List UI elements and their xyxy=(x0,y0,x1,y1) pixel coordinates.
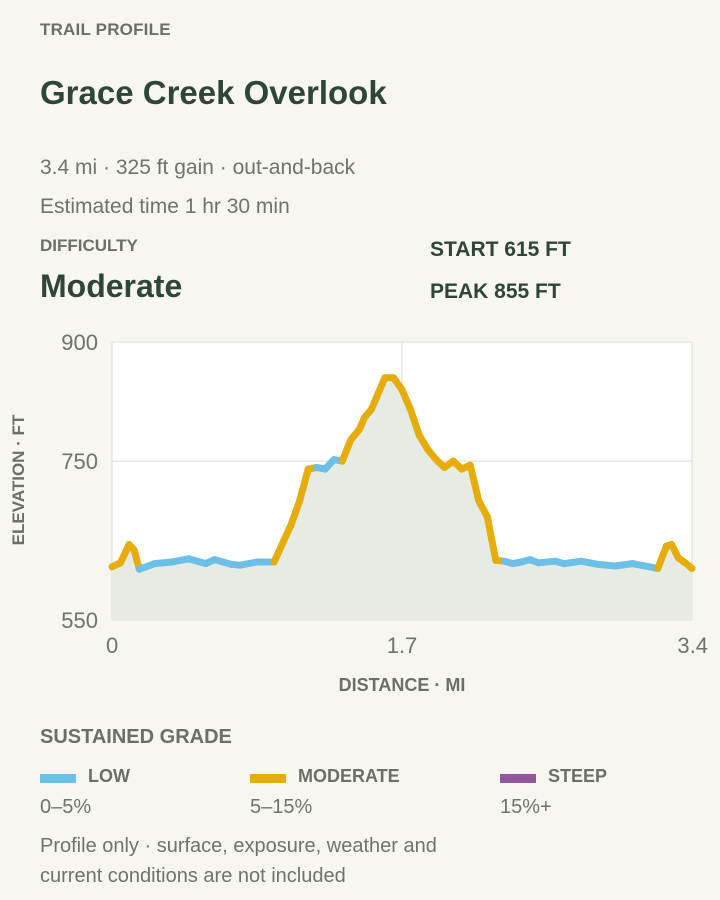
low-grade-swatch xyxy=(40,774,76,783)
legend-range: 0–5% xyxy=(40,796,92,818)
elevation-area xyxy=(112,377,692,620)
y-tick-label: 900 xyxy=(61,330,98,355)
legend-range: 5–15% xyxy=(250,796,313,818)
profile-segment-moderate xyxy=(287,497,304,529)
steep-grade-swatch xyxy=(500,774,536,783)
peak-elevation: PEAK 855 FT xyxy=(430,280,561,303)
elevation-line xyxy=(108,374,696,573)
legend-range: 15%+ xyxy=(500,796,552,818)
profile-segment-moderate xyxy=(372,374,389,402)
start-elevation: START 615 FT xyxy=(430,238,571,261)
profile-segment-moderate xyxy=(466,461,483,505)
legend-name: MODERATE xyxy=(298,766,400,786)
legend-name: STEEP xyxy=(548,766,608,786)
y-tick-label: 550 xyxy=(61,608,98,633)
profile-segment-moderate xyxy=(398,386,414,413)
x-tick-label: 3.4 xyxy=(677,633,708,658)
sustained-grade-title: SUSTAINED GRADE xyxy=(40,726,232,748)
x-tick-label: 1.7 xyxy=(387,633,418,658)
trail-summary: 3.4 mi · 325 ft gain · out-and-back xyxy=(40,156,356,179)
profile-segment-moderate xyxy=(681,559,696,572)
x-tick-labels: 0 1.7 3.4 xyxy=(106,633,708,658)
moderate-grade-swatch xyxy=(250,774,286,783)
estimated-time: Estimated time 1 hr 30 min xyxy=(40,195,290,218)
footnote: Profile only · surface, exposure, weathe… xyxy=(40,835,437,887)
x-axis-label: DISTANCE · MI xyxy=(339,675,466,695)
profile-segment-moderate xyxy=(270,521,295,566)
profile-segment-moderate xyxy=(338,436,355,465)
difficulty-label: DIFFICULTY xyxy=(40,236,138,255)
profile-segment-moderate xyxy=(407,406,423,439)
legend-name: LOW xyxy=(88,766,130,786)
y-tick-labels: 900 750 550 xyxy=(61,330,98,633)
page-title: Grace Creek Overlook xyxy=(40,74,387,111)
difficulty-value: Moderate xyxy=(40,268,183,304)
elevation-chart: 900 750 550 0 1.7 3.4 DISTANCE · MI ELEVATIO… xyxy=(9,330,708,695)
profile-segment-moderate xyxy=(654,542,670,572)
trail-profile-eyebrow: TRAIL PROFILE xyxy=(40,20,171,39)
profile-segment-moderate xyxy=(296,465,312,505)
profile-segment-moderate xyxy=(483,513,500,564)
y-tick-label: 750 xyxy=(61,449,98,474)
x-tick-label: 0 xyxy=(106,633,118,658)
y-axis-label: ELEVATION · FT xyxy=(9,414,28,545)
